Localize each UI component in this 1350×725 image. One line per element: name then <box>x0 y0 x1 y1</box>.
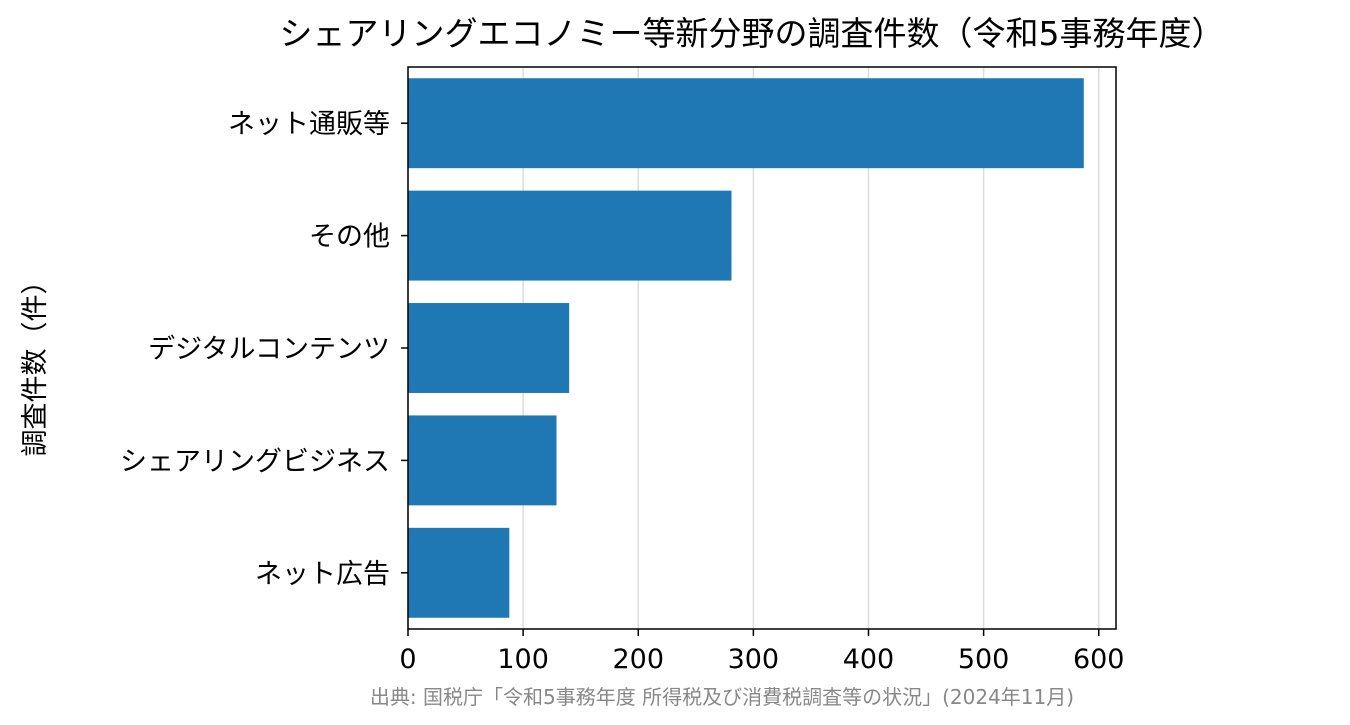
chart-title: シェアリングエコノミー等新分野の調査件数（令和5事務年度） <box>280 14 1225 53</box>
source-note: 出典: 国税庁「令和5事務年度 所得税及び消費税調査等の状況」(2024年11月… <box>370 685 1074 709</box>
bar <box>408 415 557 506</box>
bar <box>408 303 570 393</box>
y-tick-label: シェアリングビジネス <box>120 446 390 477</box>
bar <box>408 190 732 281</box>
y-tick-label: デジタルコンテンツ <box>148 334 390 365</box>
y-tick-label: ネット広告 <box>255 559 390 590</box>
bar-layer <box>408 78 1084 618</box>
x-tick-label: 300 <box>728 644 780 675</box>
y-tick-label: ネット通販等 <box>228 109 390 140</box>
x-tick-label: 500 <box>958 644 1010 675</box>
x-tick-label: 600 <box>1073 644 1125 675</box>
y-axis-label: 調査件数（件） <box>20 268 51 457</box>
bar <box>408 78 1084 169</box>
x-tick-label: 200 <box>612 644 664 675</box>
x-tick-label: 0 <box>399 644 416 675</box>
x-tick-layer: 0 100 200 300 400 500 600 <box>399 629 1125 675</box>
bar <box>408 527 510 618</box>
x-tick-label: 100 <box>497 644 549 675</box>
y-tick-label: その他 <box>309 222 390 253</box>
x-tick-label: 400 <box>843 644 895 675</box>
